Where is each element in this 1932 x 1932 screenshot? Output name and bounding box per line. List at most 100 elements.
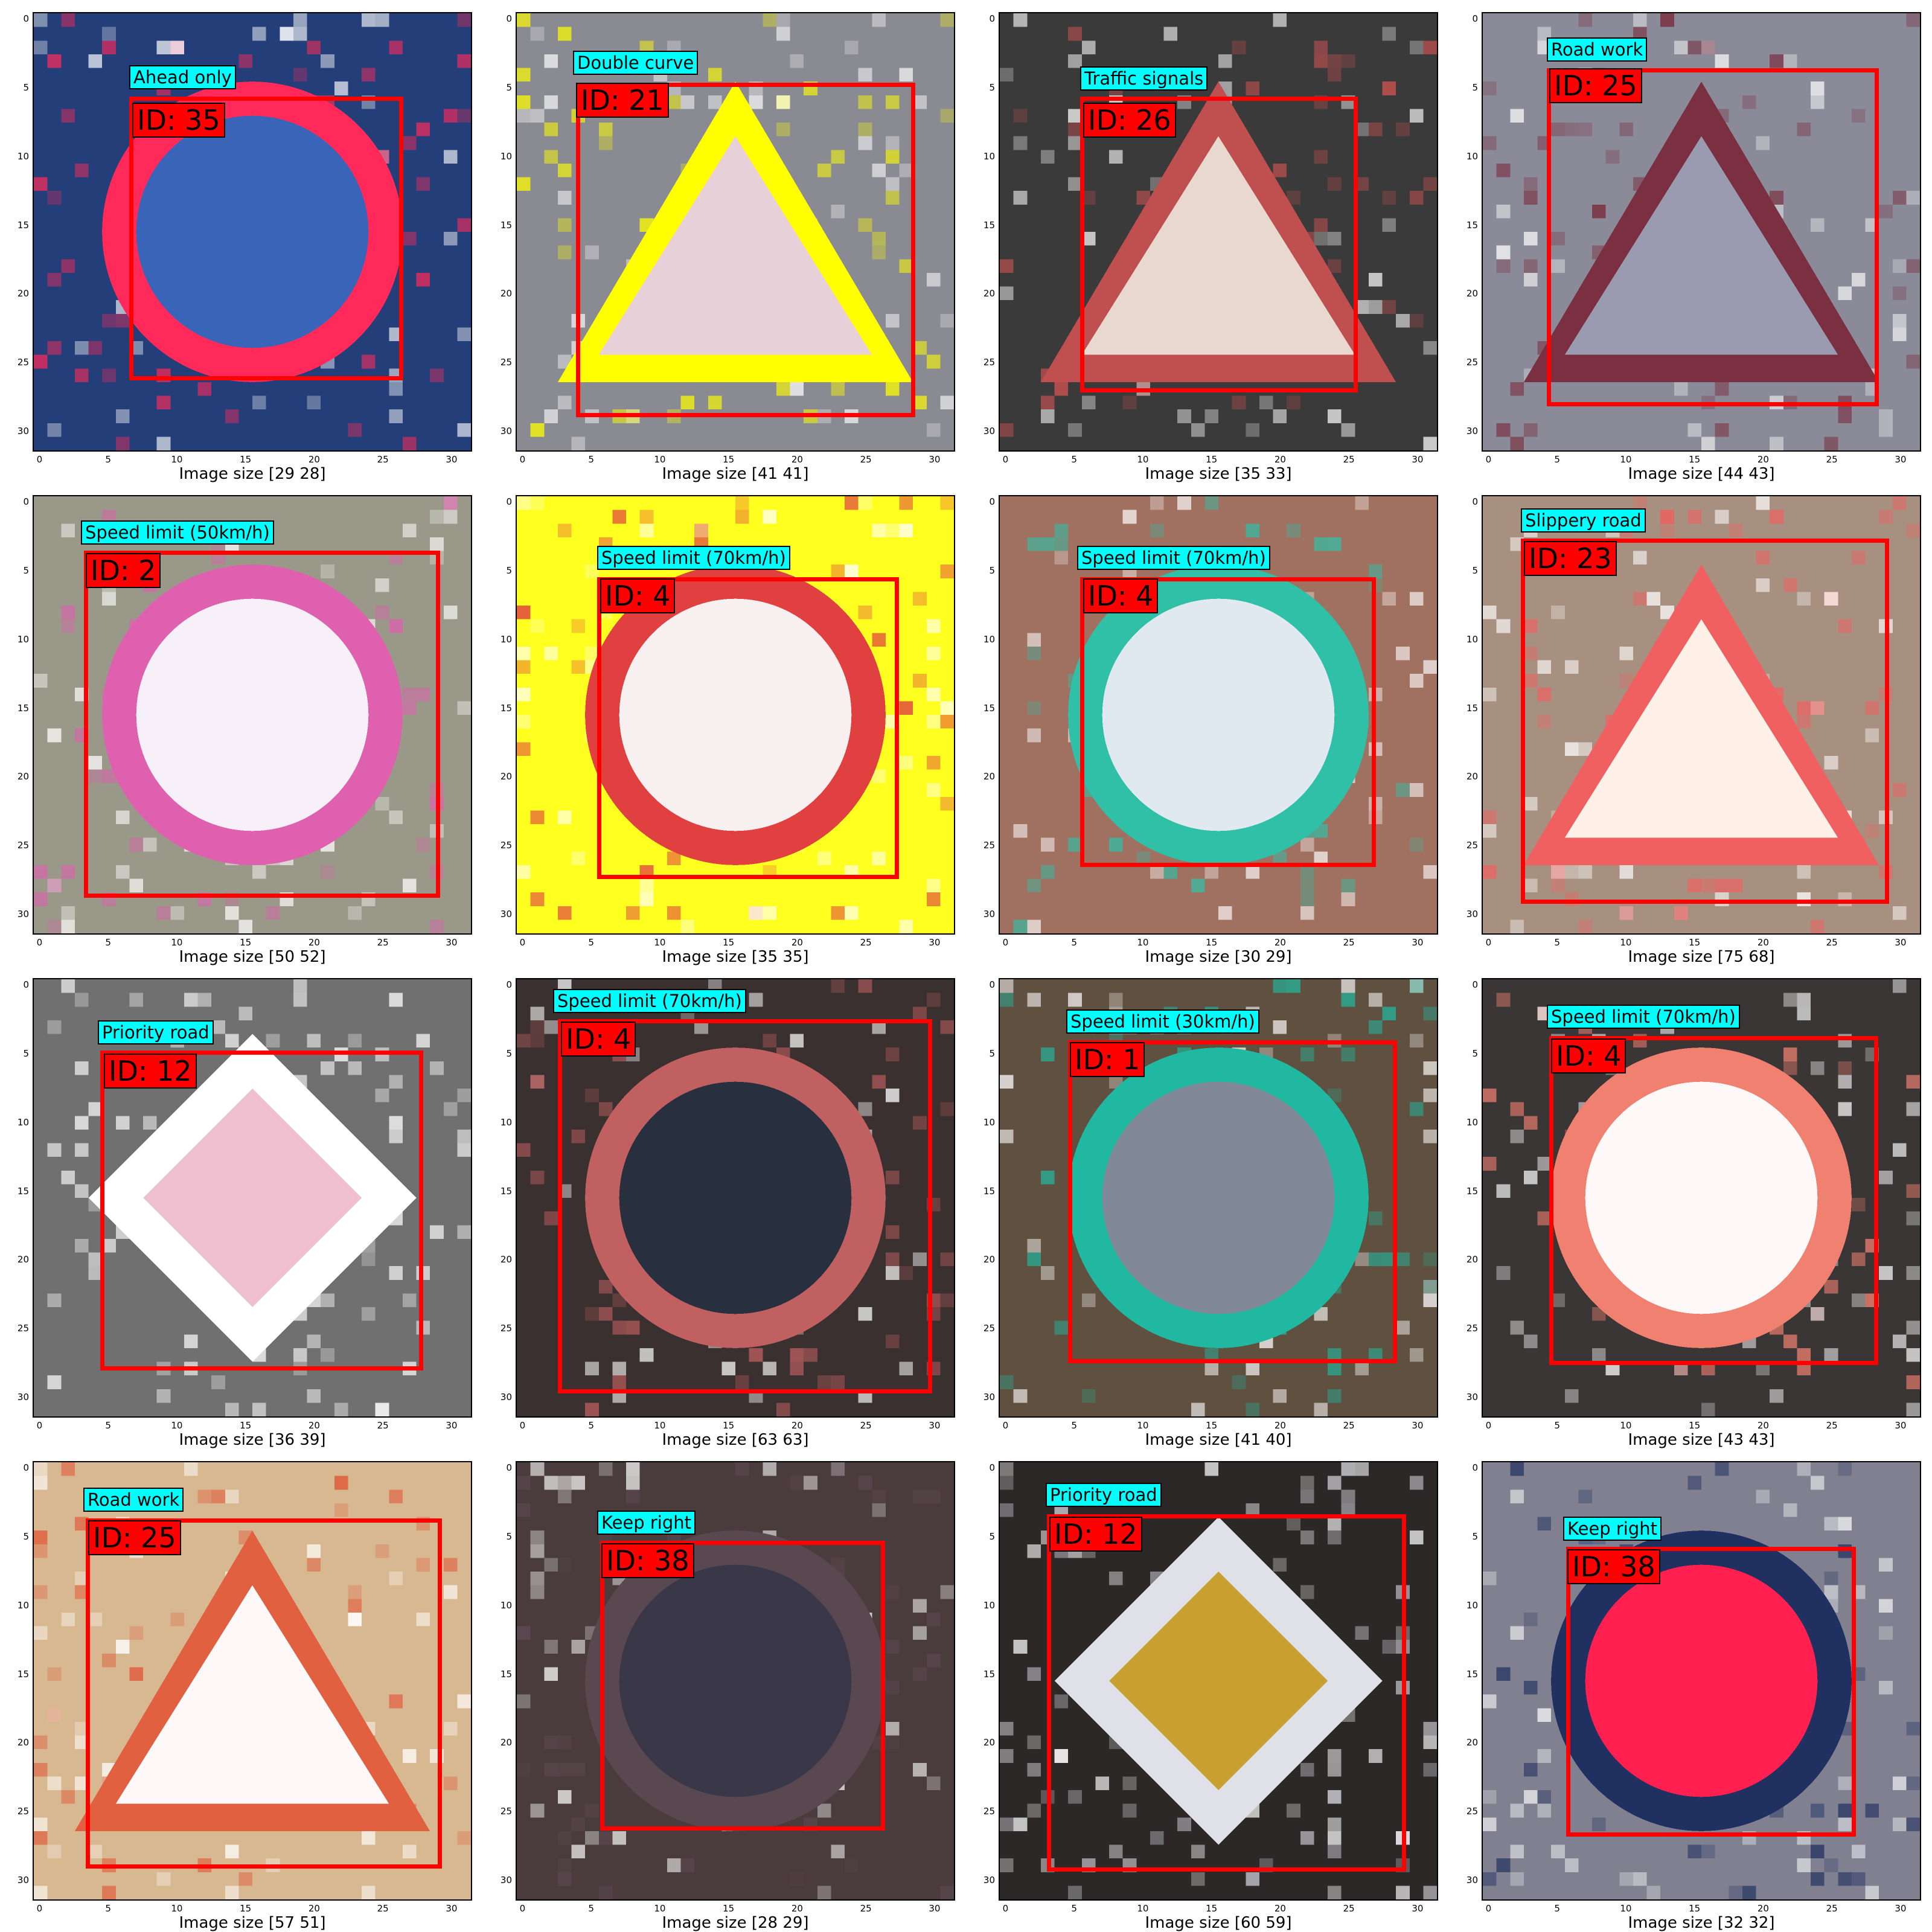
y-tick-label: 15 <box>983 702 995 714</box>
x-tick-label: 0 <box>1002 1420 1009 1431</box>
y-tick-label: 25 <box>17 840 29 851</box>
y-tick-label: 30 <box>500 425 512 437</box>
sign-pixels <box>1483 13 1920 450</box>
bounding-box <box>1549 1036 1878 1365</box>
x-tick-label: 5 <box>105 1420 111 1431</box>
y-tick-label: 20 <box>1466 288 1478 299</box>
y-tick-label: 5 <box>506 82 512 94</box>
sign-id-label: ID: 4 <box>1551 1038 1627 1073</box>
x-tick-label: 25 <box>1826 937 1838 948</box>
x-tick-label: 20 <box>791 1420 803 1431</box>
y-axis-ticks: 0 5 10 15 20 25 30 <box>8 12 29 452</box>
x-tick-label: 20 <box>1274 1420 1286 1431</box>
sign-id-label: ID: 25 <box>88 1520 181 1555</box>
y-tick-label: 0 <box>506 979 512 991</box>
y-axis-ticks: 0 5 10 15 20 25 30 <box>8 495 29 935</box>
sign-class-label: Speed limit (70km/h) <box>553 989 746 1013</box>
x-tick-label: 20 <box>1757 1420 1769 1431</box>
x-tick-label: 5 <box>1071 1903 1077 1914</box>
x-tick-label: 25 <box>377 1420 389 1431</box>
x-tick-label: 25 <box>377 937 389 948</box>
sign-id-label: ID: 1 <box>1070 1042 1145 1077</box>
x-tick-label: 15 <box>1689 937 1701 948</box>
y-tick-label: 0 <box>1472 979 1478 991</box>
x-axis-ticks: 0 5 10 15 20 25 30 <box>1482 1903 1921 1915</box>
x-tick-label: 10 <box>1620 937 1632 948</box>
y-tick-label: 30 <box>500 1874 512 1886</box>
y-tick-label: 25 <box>17 1806 29 1817</box>
y-tick-label: 25 <box>1466 1806 1478 1817</box>
bounding-box <box>597 577 899 879</box>
bounding-box <box>1521 539 1889 904</box>
x-tick-label: 25 <box>1826 454 1838 465</box>
x-axis-ticks: 0 5 10 15 20 25 30 <box>516 937 955 949</box>
y-tick-label: 5 <box>989 1531 995 1543</box>
x-tick-label: 30 <box>1412 454 1424 465</box>
x-tick-label: 15 <box>723 454 735 465</box>
y-tick-label: 20 <box>17 1737 29 1748</box>
sign-class-label: Speed limit (30km/h) <box>1066 1009 1259 1034</box>
image-size-caption: Image size [50 52] <box>179 948 326 966</box>
x-tick-label: 30 <box>446 1903 458 1914</box>
x-tick-label: 5 <box>105 454 111 465</box>
sign-class-label: Priority road <box>1046 1483 1162 1507</box>
sign-id-label: ID: 4 <box>600 578 676 613</box>
sign-id-label: ID: 21 <box>576 83 669 118</box>
x-tick-label: 25 <box>1343 454 1355 465</box>
x-tick-label: 0 <box>1485 1903 1492 1914</box>
x-tick-label: 5 <box>588 454 594 465</box>
x-tick-label: 15 <box>723 1903 735 1914</box>
x-tick-label: 10 <box>1620 1420 1632 1431</box>
y-tick-label: 30 <box>500 1391 512 1403</box>
x-axis-ticks: 0 5 10 15 20 25 30 <box>1482 1420 1921 1432</box>
y-tick-label: 15 <box>1466 1668 1478 1680</box>
sign-class-label: Speed limit (70km/h) <box>1547 1005 1740 1029</box>
x-tick-label: 20 <box>308 937 320 948</box>
y-tick-label: 0 <box>989 979 995 991</box>
x-axis-ticks: 0 5 10 15 20 25 30 <box>33 1903 472 1915</box>
y-tick-label: 30 <box>983 1874 995 1886</box>
sign-panel-7: Speed limit (70km/h) ID: 4 0 5 10 15 20 25 30 … <box>984 495 1438 966</box>
sign-id-label: ID: 35 <box>132 103 225 138</box>
y-tick-label: 10 <box>983 150 995 162</box>
x-tick-label: 15 <box>723 1420 735 1431</box>
y-tick-label: 25 <box>983 1806 995 1817</box>
y-tick-label: 25 <box>1466 357 1478 368</box>
x-tick-label: 25 <box>1343 1420 1355 1431</box>
y-tick-label: 25 <box>17 1323 29 1334</box>
sign-panel-10: Speed limit (70km/h) ID: 4 0 5 10 15 20 25 30 … <box>501 978 955 1449</box>
y-tick-label: 10 <box>500 1599 512 1611</box>
y-tick-label: 30 <box>1466 425 1478 437</box>
sign-panel-11: Speed limit (30km/h) ID: 1 0 5 10 15 20 25 30 … <box>984 978 1438 1449</box>
x-tick-label: 10 <box>654 937 666 948</box>
sign-id-label: ID: 23 <box>1524 541 1617 576</box>
x-tick-label: 25 <box>860 1903 872 1914</box>
y-tick-label: 20 <box>983 288 995 299</box>
x-tick-label: 5 <box>1071 1420 1077 1431</box>
x-tick-label: 20 <box>1274 1903 1286 1914</box>
x-axis-ticks: 0 5 10 15 20 25 30 <box>999 454 1438 466</box>
bounding-box <box>86 1518 442 1869</box>
y-tick-label: 10 <box>17 1599 29 1611</box>
y-tick-label: 5 <box>23 1531 29 1543</box>
x-tick-label: 0 <box>519 454 526 465</box>
y-tick-label: 25 <box>983 1323 995 1334</box>
y-tick-label: 20 <box>1466 771 1478 782</box>
sign-id-label: ID: 25 <box>1549 68 1642 103</box>
y-tick-label: 25 <box>500 357 512 368</box>
sign-id-label: ID: 2 <box>86 553 161 588</box>
sign-panel-1: Ahead only ID: 35 0 5 10 15 20 25 30 0 5 10 15 20 2… <box>18 12 472 483</box>
y-tick-label: 5 <box>989 1048 995 1060</box>
sign-image <box>999 12 1438 452</box>
y-tick-label: 10 <box>1466 1599 1478 1611</box>
x-axis-ticks: 0 5 10 15 20 25 30 <box>1482 454 1921 466</box>
y-tick-label: 0 <box>23 979 29 991</box>
y-tick-label: 5 <box>1472 1048 1478 1060</box>
image-size-caption: Image size [60 59] <box>1145 1914 1292 1932</box>
image-size-caption: Image size [63 63] <box>662 1431 809 1449</box>
x-tick-label: 30 <box>446 937 458 948</box>
sign-id-label: ID: 4 <box>1083 578 1159 613</box>
x-tick-label: 0 <box>1002 1903 1009 1914</box>
sign-panel-16: Keep right ID: 38 0 5 10 15 20 25 30 0 5 10 15 20 2… <box>1467 1461 1921 1932</box>
image-size-caption: Image size [43 43] <box>1628 1431 1775 1449</box>
